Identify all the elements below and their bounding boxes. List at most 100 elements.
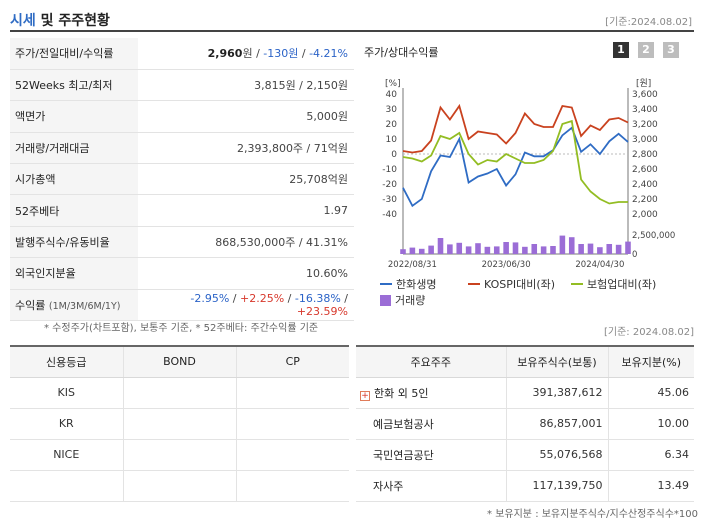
quote-row-beta: 52주베타 1.97 [10, 194, 354, 227]
volume-bar [493, 246, 500, 254]
y-left-tick-label: 10 [386, 135, 398, 145]
quote-row-return: 수익률 (1M/3M/6M/1Y) -2.95% / +2.25% / -16.… [10, 289, 354, 322]
x-tick-label: 2024/04/30 [575, 260, 624, 270]
quote-row-foreign: 외국인지분율 10.60% [10, 257, 354, 290]
credit-header-bond: BOND [122, 345, 236, 378]
credit-row: NICE [10, 439, 349, 471]
week52-label: 52Weeks 최고/최저 [10, 69, 138, 102]
holder-row: 예금보험공사 86,857,001 10.00 [356, 408, 694, 440]
y-right-tick-label: 3,200 [632, 120, 658, 130]
right-unit-label: [원] [636, 78, 651, 89]
volume-bar [587, 243, 594, 254]
holder-row: + 한화 외 5인 391,387,612 45.06 [356, 377, 694, 409]
base-date: [기준:2024.08.02] [605, 17, 692, 28]
holders-header-name: 주요주주 [356, 345, 506, 378]
section-header: 시세 및 주주현황 [기준:2024.08.02] [10, 8, 694, 32]
y-left-tick-label: 30 [386, 105, 398, 115]
quote-table: 주가/전일대비/수익률 2,960원 / -130원 / -4.21% 52We… [10, 38, 354, 322]
volume-bar [606, 244, 613, 254]
y-left-tick-label: -40 [382, 210, 397, 220]
par-value: 5,000원 [138, 100, 354, 133]
volume-value: 2,393,800주 / 71억원 [138, 132, 354, 165]
shares-label: 발행주식수/유동비율 [10, 226, 138, 259]
return-label: 수익률 (1M/3M/6M/1Y) [10, 289, 138, 322]
volume-bar [447, 244, 453, 254]
y-right-tick-label: 2,600 [632, 165, 658, 175]
volume-bar [409, 247, 416, 254]
volume-bar [597, 247, 603, 254]
volume-bar [568, 237, 575, 254]
quote-row-price: 주가/전일대비/수익률 2,960원 / -130원 / -4.21% [10, 38, 354, 70]
volume-bar [428, 245, 434, 254]
week52-value: 3,815원 / 2,150원 [138, 69, 354, 102]
y-right-tick-label: 2,000 [632, 210, 658, 220]
holder-shares: 55,076,568 [505, 439, 608, 471]
period-button-3[interactable]: 3 [663, 42, 679, 58]
expand-icon[interactable]: + [360, 390, 370, 401]
left-unit-label: [%] [385, 79, 401, 89]
credit-bond [122, 377, 236, 409]
mcap-label: 시가총액 [10, 163, 138, 196]
legend-price[interactable]: 한화생명 [380, 276, 436, 292]
credit-agency: NICE [10, 439, 123, 471]
legend-volume[interactable]: 거래량 [380, 292, 425, 308]
series-line-insurance [402, 119, 628, 205]
y-right-tick-label: 3,600 [632, 90, 658, 100]
holder-name: 자사주 [356, 470, 506, 502]
y-right-tick-label: 3,400 [632, 105, 658, 115]
quote-row-mcap: 시가총액 25,708억원 [10, 163, 354, 196]
volume-bar [400, 249, 406, 254]
holders-base-date: [기준: 2024.08.02] [603, 327, 694, 338]
return-values: -2.95% / +2.25% / -16.38% / +23.59% [138, 289, 354, 322]
y-right-tick-label: 2,200 [632, 195, 658, 205]
volume-bar [465, 246, 472, 254]
quote-row-volume: 거래량/거래대금 2,393,800주 / 71억원 [10, 132, 354, 165]
credit-cp [235, 408, 349, 440]
volume-bar [437, 238, 444, 254]
credit-agency: KR [10, 408, 123, 440]
holders-header-row: 주요주주 보유주식수(보통) 보유지분(%) [356, 345, 694, 378]
chart-panel: 주가/상대수익률 1 2 3 [%] [원] 40 30 20 10 0 -10 -20 -30 -… [358, 38, 694, 310]
y-right-tick-label: 3,000 [632, 135, 658, 145]
period-button-2[interactable]: 2 [638, 42, 654, 58]
credit-cp [235, 470, 349, 502]
foreign-value: 10.60% [138, 257, 354, 290]
holder-pct: 13.49 [607, 470, 694, 502]
quote-row-par: 액면가 5,000원 [10, 100, 354, 133]
legend-line-icon [571, 283, 583, 285]
series-line-price [402, 126, 629, 208]
quote-row-shares: 발행주식수/유동비율 868,530,000주 / 41.31% [10, 226, 354, 259]
credit-bond [122, 470, 236, 502]
y-left-tick-label: 40 [386, 90, 398, 100]
volume-bar [578, 244, 584, 254]
mcap-value: 25,708억원 [138, 163, 354, 196]
holder-pct: 45.06 [607, 377, 694, 409]
holder-shares: 391,387,612 [505, 377, 608, 409]
par-label: 액면가 [10, 100, 138, 133]
shareholders-table: 주요주주 보유주식수(보통) 보유지분(%) + 한화 외 5인 391,387,… [356, 345, 694, 502]
y-left-tick-label: -30 [382, 195, 397, 205]
legend-kospi[interactable]: KOSPI대비(좌) [468, 276, 555, 292]
y-left-tick-label: -20 [382, 180, 397, 190]
y-left-tick-label: 0 [391, 150, 397, 160]
y-left-tick-label: -10 [382, 165, 397, 175]
credit-agency: KIS [10, 377, 123, 409]
beta-label: 52주베타 [10, 194, 138, 227]
credit-row: KIS [10, 377, 349, 409]
series-line-kospi [402, 103, 629, 154]
volume-bar [540, 246, 547, 254]
holders-header-pct: 보유지분(%) [607, 345, 694, 378]
beta-value: 1.97 [138, 194, 354, 227]
holder-row: 국민연금공단 55,076,568 6.34 [356, 439, 694, 471]
holder-pct: 10.00 [607, 408, 694, 440]
volume-bar [475, 243, 481, 254]
period-button-1[interactable]: 1 [613, 42, 629, 58]
volume-bar [418, 248, 425, 254]
section-title: 시세 및 주주현황 [10, 13, 110, 29]
volume-bar [625, 241, 631, 254]
volume-label: 거래량/거래대금 [10, 132, 138, 165]
holder-shares: 117,139,750 [505, 470, 608, 502]
chart-canvas: [%] [원] 40 30 20 10 0 -10 -20 -30 -40 3,600 3,400 3,2… [382, 78, 675, 270]
holder-shares: 86,857,001 [505, 408, 608, 440]
legend-insurance[interactable]: 보험업대비(좌) [571, 276, 656, 292]
